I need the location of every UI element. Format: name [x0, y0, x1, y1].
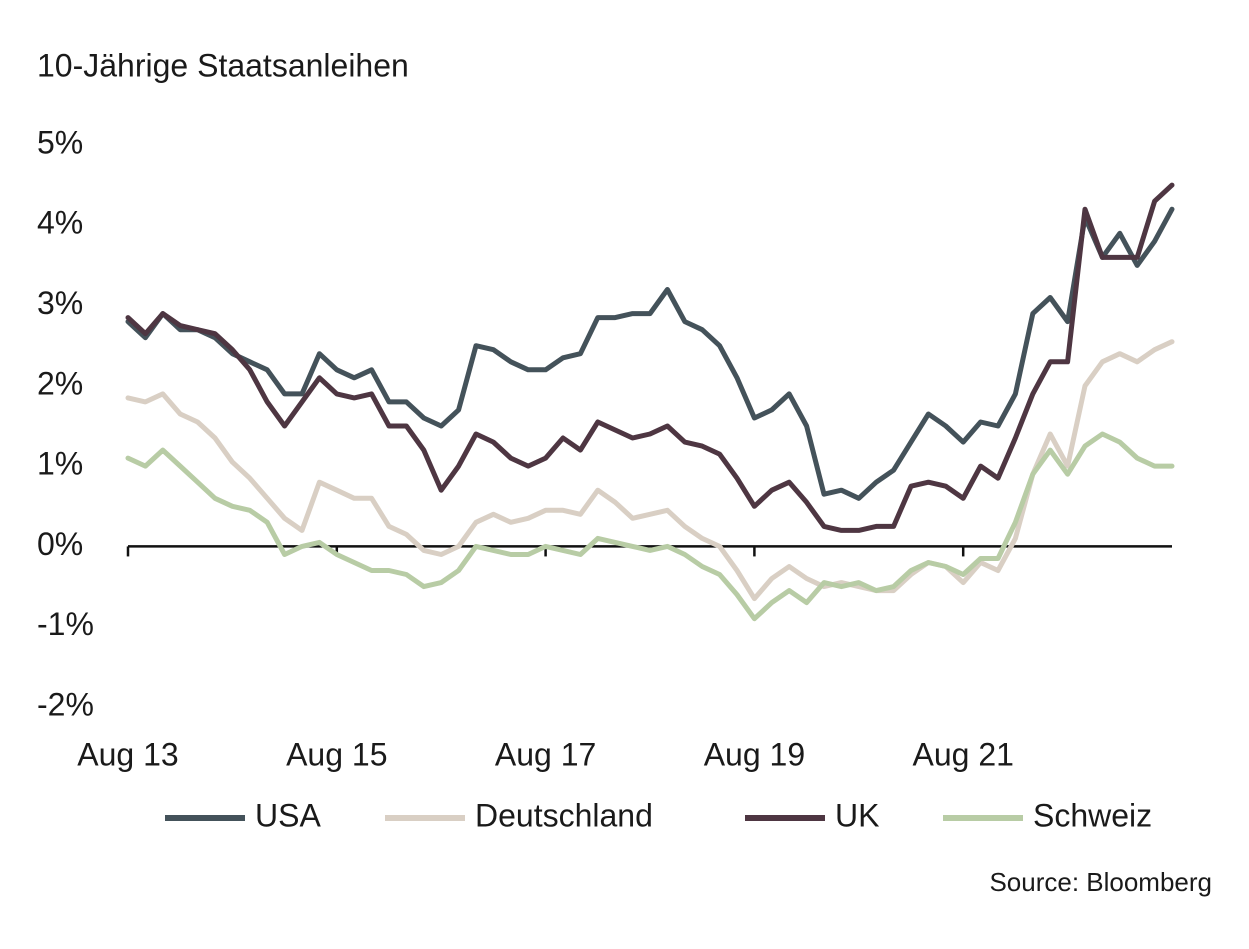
legend-label: UK [835, 797, 879, 833]
y-tick-label: 1% [37, 446, 83, 482]
legend-label: Schweiz [1033, 797, 1152, 833]
x-tick-label: Aug 19 [704, 736, 805, 772]
x-tick-label: Aug 17 [495, 736, 596, 772]
x-tick-label: Aug 15 [286, 736, 387, 772]
chart-title: 10-Jährige Staatsanleihen [37, 47, 409, 83]
series-line [125, 182, 1175, 533]
source-note: Source: Bloomberg [989, 867, 1212, 897]
y-tick-label: 4% [37, 205, 83, 241]
x-tick-label: Aug 21 [912, 736, 1013, 772]
series-line [125, 206, 1175, 501]
legend-label: USA [255, 797, 321, 833]
series-line [125, 339, 1175, 602]
y-tick-label: 2% [37, 365, 83, 401]
y-tick-label: 0% [37, 526, 83, 562]
y-tick-label: 5% [37, 124, 83, 160]
legend-label: Deutschland [475, 797, 653, 833]
y-tick-label: 3% [37, 285, 83, 321]
series-line [125, 431, 1175, 622]
x-tick-label: Aug 13 [77, 736, 178, 772]
y-tick-label: -1% [37, 606, 94, 642]
y-tick-label: -2% [37, 686, 94, 722]
